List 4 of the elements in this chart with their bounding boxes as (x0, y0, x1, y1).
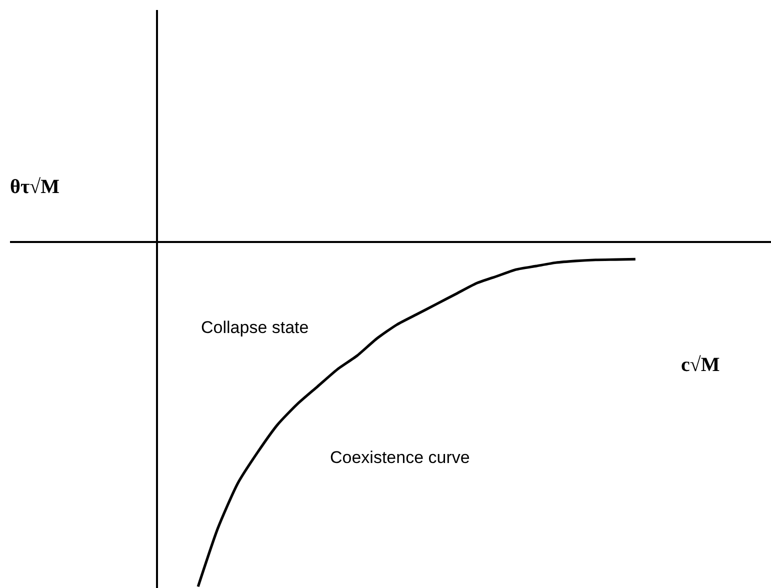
annotation: Collapse state (201, 318, 309, 337)
annotation: Coexistence curve (330, 448, 470, 467)
text: θτ√M (10, 176, 60, 198)
x-axis-title: c√M (681, 354, 720, 376)
